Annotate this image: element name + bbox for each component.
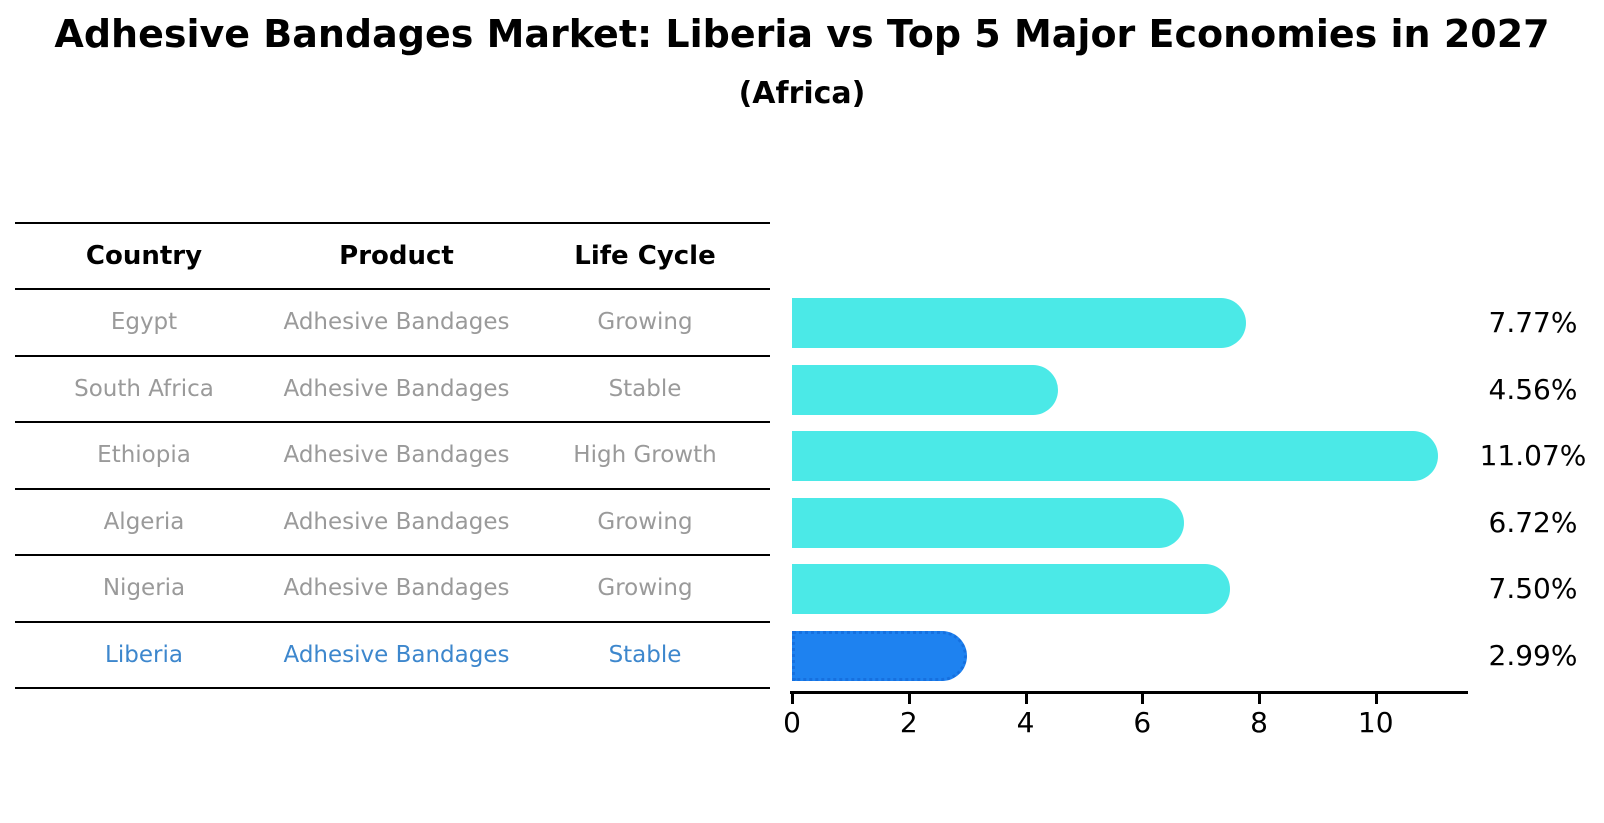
x-axis-tick-mark	[1141, 694, 1145, 704]
cell-life-cycle: High Growth	[573, 442, 717, 469]
cell-life-cycle: Stable	[608, 375, 682, 402]
bar	[792, 497, 1184, 548]
table-row: Ethiopia Adhesive Bandages High Growth	[15, 423, 770, 490]
x-axis-tick-label: 0	[783, 706, 801, 739]
table-body: Egypt Adhesive Bandages Growing South Afric…	[15, 290, 770, 689]
x-axis-tick-mark	[1258, 694, 1261, 704]
x-axis-tick-label: 10	[1357, 706, 1394, 739]
table-row: Algeria Adhesive Bandages Growing	[15, 490, 770, 556]
cell-product: Adhesive Bandages	[283, 309, 510, 336]
bar-value-label: 2.99%	[1488, 638, 1578, 672]
cell-product: Adhesive Bandages	[283, 575, 510, 602]
table-header-row: Country Product Life Cycle	[15, 224, 770, 290]
table-header-country: Country	[85, 241, 203, 271]
bar-value-label: 7.50%	[1488, 572, 1578, 606]
table-header-life-cycle: Life Cycle	[574, 241, 716, 271]
table-header-product: Product	[339, 241, 454, 271]
bar-value-label: 7.77%	[1488, 306, 1578, 340]
cell-product: Adhesive Bandages	[283, 641, 510, 668]
country-table: Country Product Life Cycle Egypt Adhesive…	[15, 222, 770, 689]
cell-country: Nigeria	[102, 575, 186, 602]
table-row: Nigeria Adhesive Bandages Growing	[15, 556, 770, 623]
bar	[792, 298, 1246, 349]
cell-product: Adhesive Bandages	[283, 375, 510, 402]
x-axis-tick-mark	[907, 694, 911, 704]
cell-life-cycle: Stable	[608, 641, 682, 668]
bar	[792, 564, 1230, 615]
cell-country: South Africa	[74, 375, 214, 402]
cell-country: Egypt	[110, 309, 178, 336]
x-axis-tick-label: 8	[1250, 706, 1268, 739]
bar	[792, 431, 1438, 482]
x-axis-tick-mark	[791, 694, 794, 704]
x-axis-tick-mark	[1374, 694, 1378, 704]
x-axis-tick-label: 2	[899, 706, 918, 739]
cell-life-cycle: Growing	[597, 575, 693, 602]
cell-product: Adhesive Bandages	[283, 442, 510, 469]
cell-country: Algeria	[103, 508, 185, 535]
bar-value-label: 11.07%	[1479, 439, 1587, 473]
bar-chart: 0 2 4 6 8 10 7.77% 4.56% 11.07% 6.72% 7.50% 2.99%	[783, 290, 1586, 739]
x-axis-tick-label: 4	[1016, 706, 1035, 739]
x-axis-tick-mark	[1024, 694, 1028, 704]
cell-country: Liberia	[105, 641, 183, 668]
chart-subtitle: (Africa)	[738, 76, 866, 111]
cell-product: Adhesive Bandages	[283, 508, 510, 535]
table-row: Liberia Adhesive Bandages Stable	[15, 623, 770, 689]
x-axis-tick-label: 6	[1133, 706, 1152, 739]
bar-value-label: 4.56%	[1488, 372, 1578, 406]
cell-life-cycle: Growing	[597, 508, 693, 535]
bar-liberia-highlighted	[792, 630, 967, 681]
bar-value-label: 6.72%	[1488, 505, 1578, 539]
cell-country: Ethiopia	[97, 442, 191, 469]
x-axis-line	[790, 691, 1468, 694]
bar	[792, 364, 1058, 415]
cell-life-cycle: Growing	[597, 309, 693, 336]
table-row: Egypt Adhesive Bandages Growing	[15, 290, 770, 357]
table-row: South Africa Adhesive Bandages Stable	[15, 357, 770, 423]
chart-title: Adhesive Bandages Market: Liberia vs Top…	[54, 12, 1550, 56]
